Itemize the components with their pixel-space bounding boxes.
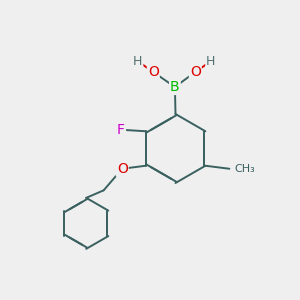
Text: O: O xyxy=(148,65,159,79)
Text: B: B xyxy=(170,80,180,94)
Text: CH₃: CH₃ xyxy=(235,164,256,174)
Text: H: H xyxy=(133,55,142,68)
Text: O: O xyxy=(190,65,201,79)
Text: H: H xyxy=(206,55,216,68)
Text: O: O xyxy=(117,162,128,176)
Text: F: F xyxy=(117,123,125,137)
